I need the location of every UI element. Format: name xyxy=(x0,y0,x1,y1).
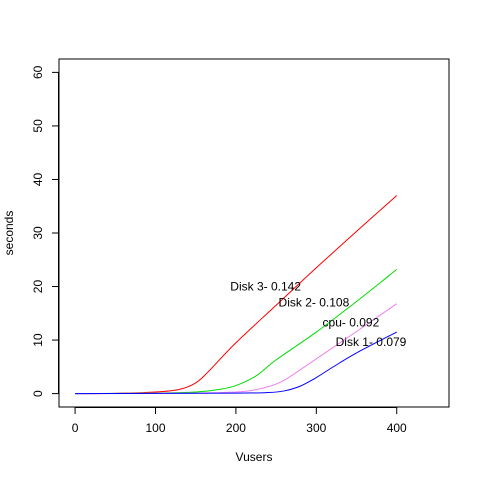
y-tick-label: 10 xyxy=(31,333,45,347)
annotation-label: Disk 1- 0.079 xyxy=(336,335,407,349)
x-tick-label: 0 xyxy=(72,421,79,435)
series-line-4 xyxy=(75,331,397,395)
y-tick-label: 0 xyxy=(31,390,45,397)
y-tick-label: 30 xyxy=(31,226,45,240)
y-tick-label: 60 xyxy=(31,65,45,79)
series-line-1 xyxy=(75,195,398,395)
y-tick-label: 40 xyxy=(31,172,45,186)
y-axis: 0 10 20 30 40 50 60 xyxy=(31,65,59,397)
y-tick-label: 50 xyxy=(31,119,45,133)
y-axis-title: seconds xyxy=(2,211,16,256)
plot-frame xyxy=(58,58,450,408)
annotation-label: Disk 3- 0.142 xyxy=(230,280,301,294)
annotations: Disk 3- 0.142 Disk 2- 0.108 cpu- 0.092 Disk… xyxy=(230,280,406,350)
x-axis-title: Vusers xyxy=(236,450,273,464)
annotation-label: Disk 2- 0.108 xyxy=(279,296,350,310)
x-axis: 0 100 200 300 400 xyxy=(72,407,407,435)
series-lines xyxy=(75,195,398,395)
y-tick-label: 20 xyxy=(31,280,45,294)
x-tick-label: 100 xyxy=(145,421,165,435)
x-tick-label: 200 xyxy=(226,421,246,435)
annotation-label: cpu- 0.092 xyxy=(323,315,380,329)
x-tick-label: 400 xyxy=(387,421,407,435)
x-tick-label: 300 xyxy=(306,421,326,435)
